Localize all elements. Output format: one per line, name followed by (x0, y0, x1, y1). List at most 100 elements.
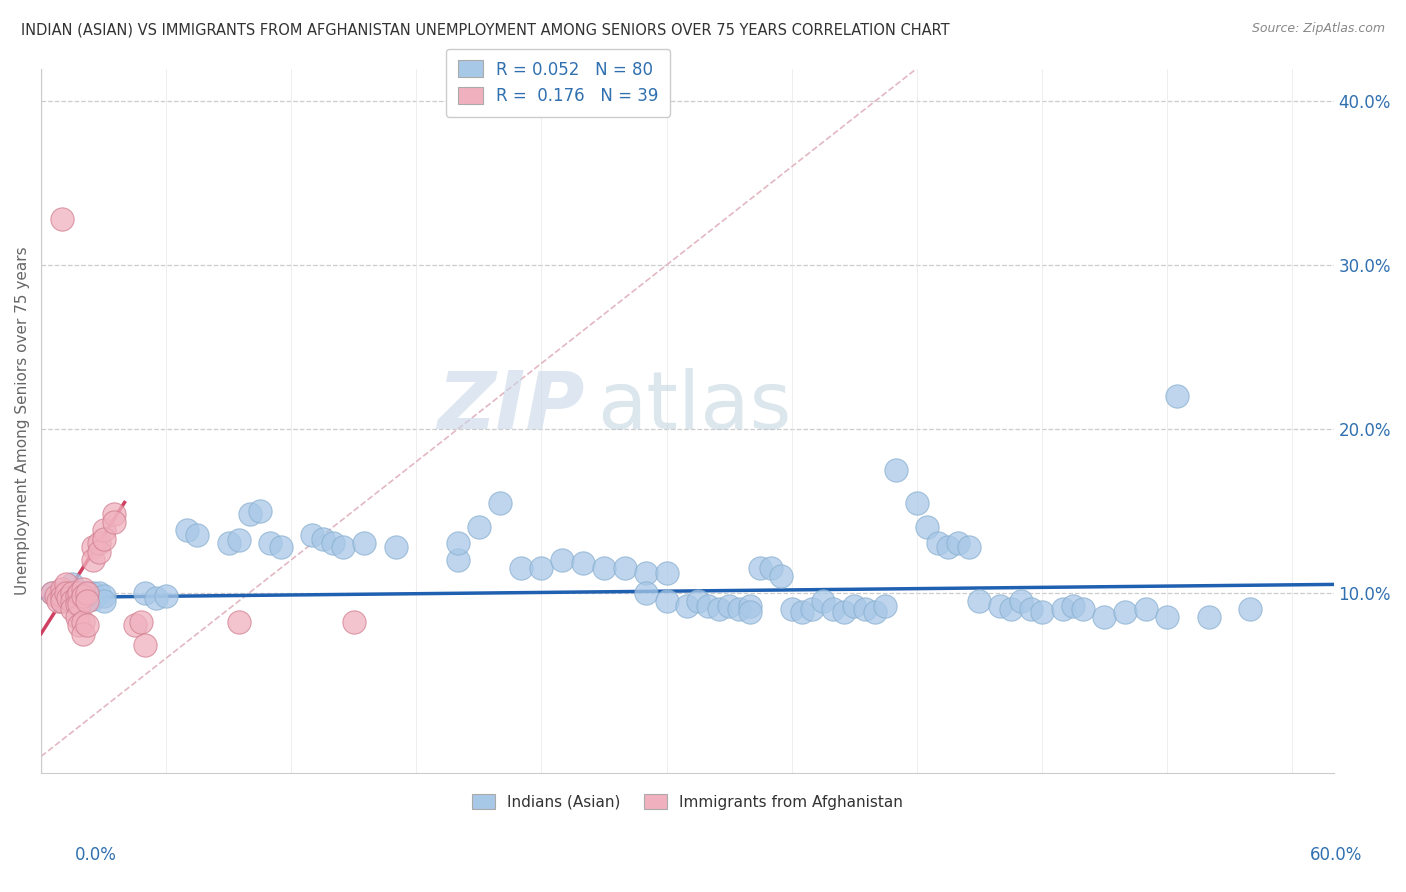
Point (186, 528, 208, 542)
Point (89, 544, 111, 558)
Point (67, 585, 90, 599)
Point (676, 599, 699, 613)
Point (82, 553, 104, 567)
Point (853, 602, 876, 616)
Point (1031, 605, 1053, 619)
Point (1166, 389, 1188, 403)
Point (875, 599, 897, 613)
Point (311, 532, 333, 546)
Point (93, 589, 115, 603)
Point (322, 536, 344, 550)
Point (447, 553, 470, 567)
Point (948, 536, 970, 550)
Point (103, 507, 125, 521)
Point (1010, 594, 1032, 608)
Point (468, 520, 491, 534)
Point (76, 585, 98, 599)
Point (145, 591, 167, 605)
Point (759, 561, 782, 575)
Point (89, 536, 111, 550)
Point (60, 594, 83, 608)
Point (76, 618, 98, 632)
Point (259, 536, 281, 550)
Point (343, 615, 366, 629)
Point (655, 594, 678, 608)
Point (572, 556, 595, 570)
Point (55, 577, 77, 591)
Point (72, 582, 94, 597)
Point (93, 524, 115, 538)
Y-axis label: Unemployment Among Seniors over 75 years: Unemployment Among Seniors over 75 years (15, 246, 30, 595)
Point (51, 594, 73, 608)
Text: INDIAN (ASIAN) VS IMMIGRANTS FROM AFGHANISTAN UNEMPLOYMENT AMONG SENIORS OVER 75: INDIAN (ASIAN) VS IMMIGRANTS FROM AFGHAN… (21, 22, 949, 37)
Point (60, 577, 83, 591)
Point (1156, 610, 1178, 624)
Point (957, 540, 980, 554)
Point (988, 599, 1011, 613)
Point (72, 589, 94, 603)
Point (1135, 602, 1157, 616)
Point (60, 585, 83, 599)
Text: Source: ZipAtlas.com: Source: ZipAtlas.com (1251, 22, 1385, 36)
Point (82, 585, 104, 599)
Text: atlas: atlas (598, 368, 792, 445)
Point (134, 585, 156, 599)
Point (41, 585, 63, 599)
Text: ZIP: ZIP (437, 368, 583, 445)
Point (93, 532, 115, 546)
Point (832, 605, 855, 619)
Point (1062, 599, 1084, 613)
Point (72, 589, 94, 603)
Point (55, 589, 77, 603)
Point (65, 597, 87, 611)
Point (811, 594, 834, 608)
Point (884, 463, 907, 477)
Point (67, 618, 90, 632)
Point (863, 605, 886, 619)
Point (41, 585, 63, 599)
Point (72, 615, 94, 629)
Point (844, 599, 866, 613)
Point (967, 594, 990, 608)
Point (488, 495, 510, 509)
Point (551, 553, 574, 567)
Point (51, 594, 73, 608)
Point (718, 599, 741, 613)
Point (93, 594, 115, 608)
Point (65, 589, 87, 603)
Point (45, 589, 67, 603)
Point (655, 566, 678, 580)
Point (46, 594, 69, 608)
Point (447, 536, 470, 550)
Point (593, 561, 616, 575)
Point (60, 602, 83, 616)
Point (58, 591, 80, 605)
Legend: Indians (Asian), Immigrants from Afghanistan: Indians (Asian), Immigrants from Afghani… (465, 788, 908, 816)
Point (801, 602, 824, 616)
Point (72, 594, 94, 608)
Point (51, 212, 73, 227)
Point (103, 515, 125, 529)
Point (905, 495, 928, 509)
Text: 0.0%: 0.0% (75, 846, 117, 863)
Point (89, 585, 111, 599)
Point (155, 589, 177, 603)
Point (915, 520, 938, 534)
Point (780, 602, 803, 616)
Point (67, 597, 90, 611)
Point (823, 602, 845, 616)
Point (770, 569, 793, 583)
Point (1021, 602, 1043, 616)
Point (634, 566, 657, 580)
Point (738, 605, 761, 619)
Point (686, 594, 709, 608)
Point (301, 528, 323, 542)
Point (239, 507, 262, 521)
Point (270, 540, 292, 554)
Point (134, 638, 156, 652)
Point (228, 615, 250, 629)
Point (51, 589, 73, 603)
Point (332, 540, 354, 554)
Point (1000, 602, 1022, 616)
Point (76, 585, 98, 599)
